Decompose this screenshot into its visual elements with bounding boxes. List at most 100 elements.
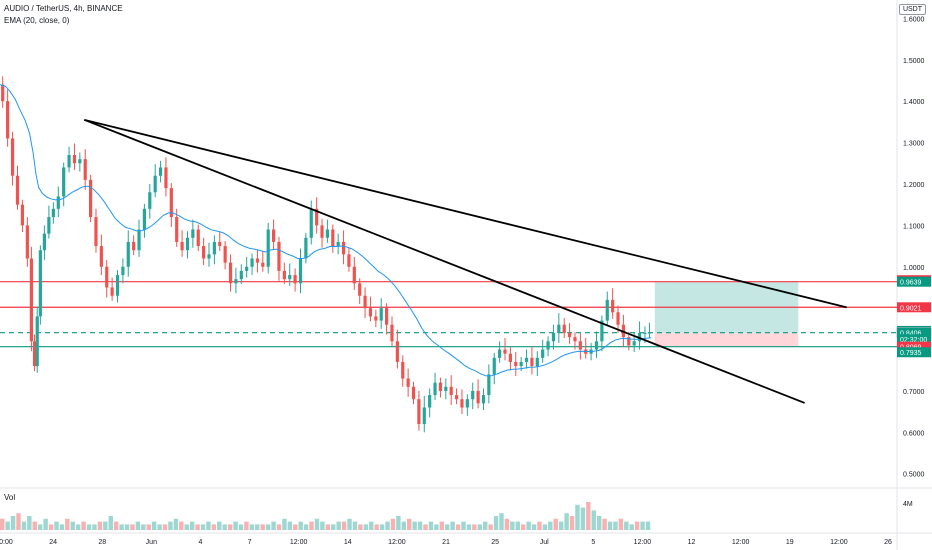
candle-body xyxy=(132,241,136,251)
candle-body xyxy=(255,258,260,263)
candle-body xyxy=(524,357,529,362)
volume-bar xyxy=(195,524,200,530)
candle-body xyxy=(288,275,292,280)
candle-body xyxy=(611,299,615,313)
volume-bar xyxy=(103,521,108,530)
volume-bar xyxy=(108,516,113,530)
x-tick-label: 12:00 xyxy=(732,539,750,546)
volume-bar xyxy=(124,524,130,530)
volume-bar xyxy=(37,524,43,530)
y-tick-label: 0.5000 xyxy=(903,472,925,479)
volume-bar xyxy=(75,524,81,530)
volume-bar xyxy=(146,524,151,530)
volume-bar xyxy=(119,524,124,530)
currency-button[interactable]: USDT xyxy=(898,4,926,15)
candle-body xyxy=(406,378,410,387)
candle-body xyxy=(99,246,103,267)
candle-body xyxy=(158,167,163,176)
candle-body xyxy=(546,341,550,350)
volume-bar xyxy=(5,521,10,530)
candle-body xyxy=(266,229,270,267)
candle-body xyxy=(261,262,265,267)
candle-body xyxy=(38,250,42,317)
x-tick-label: 12:00 xyxy=(290,539,308,546)
candle-body xyxy=(578,341,582,350)
volume-bar xyxy=(341,521,347,530)
volume-bar xyxy=(179,521,184,530)
candle-body xyxy=(293,275,297,284)
x-tick-label: 12:00 xyxy=(388,539,406,546)
candle-body xyxy=(325,229,330,238)
candle-body xyxy=(1,84,5,102)
price-label-text: 0.9639 xyxy=(900,280,922,287)
candle-body xyxy=(245,266,249,271)
candle-body xyxy=(191,229,195,238)
volume-bar xyxy=(407,518,412,530)
volume-bar xyxy=(227,524,233,530)
candle-body xyxy=(105,266,109,288)
candle-body xyxy=(121,266,125,276)
volume-bar xyxy=(97,521,103,530)
candle-body xyxy=(83,159,87,180)
candle-body xyxy=(42,233,47,251)
volume-bar xyxy=(92,524,97,530)
volume-bar xyxy=(482,521,488,530)
volume-bar xyxy=(466,524,472,530)
candle-body xyxy=(465,399,469,408)
candle-body xyxy=(632,341,636,346)
price-label-box xyxy=(897,327,931,338)
x-tick-label: 19 xyxy=(786,539,794,546)
candle-body xyxy=(476,390,480,404)
volume-bar xyxy=(276,524,282,530)
volume-bar xyxy=(586,502,591,530)
candle-body xyxy=(164,167,168,189)
volume-bar xyxy=(526,521,531,530)
candle-body xyxy=(487,374,491,396)
candle-body xyxy=(15,175,20,205)
volume-bar xyxy=(168,521,173,530)
volume-bar xyxy=(173,518,179,530)
volume-bar xyxy=(59,524,65,530)
volume-bar xyxy=(352,521,358,530)
candle-body xyxy=(390,324,394,342)
candle-body xyxy=(169,188,173,218)
x-tick-label: 21 xyxy=(442,539,450,546)
volume-bar xyxy=(206,521,211,530)
volume-bar xyxy=(591,510,596,530)
volume-bar xyxy=(86,524,92,530)
candle-body xyxy=(460,399,464,408)
x-tick-label: Jul xyxy=(540,539,549,546)
symbol-legend: AUDIO / TetherUS, 4h, BINANCE xyxy=(4,4,123,13)
volume-bar xyxy=(287,521,293,530)
volume-bar xyxy=(130,524,135,530)
volume-bar xyxy=(255,524,260,530)
volume-bar xyxy=(320,521,325,530)
volume-bar xyxy=(618,518,624,530)
price-label-box xyxy=(897,276,931,287)
y-tick-label: 0.7000 xyxy=(903,389,925,396)
volume-bar xyxy=(244,521,249,530)
volume-bar xyxy=(271,521,276,530)
candle-body xyxy=(148,192,152,209)
volume-bar xyxy=(260,524,265,530)
volume-bar xyxy=(504,518,510,530)
candle-body xyxy=(379,308,383,321)
volume-bar xyxy=(401,521,407,530)
candle-body xyxy=(401,361,405,379)
volume-bar xyxy=(569,516,575,530)
stop-zone xyxy=(654,332,799,347)
candle-body xyxy=(137,229,141,251)
candle-body xyxy=(449,386,453,396)
volume-bar xyxy=(309,521,314,530)
volume-bar xyxy=(472,524,477,530)
volume-bar xyxy=(265,524,271,530)
volume-bar xyxy=(21,521,27,530)
candle-body xyxy=(239,270,243,280)
candle-body xyxy=(481,395,486,404)
candle-body xyxy=(519,361,523,367)
candle-body xyxy=(352,266,356,284)
candle-body xyxy=(223,246,227,263)
candle-body xyxy=(126,241,130,267)
candle-body xyxy=(180,241,184,251)
